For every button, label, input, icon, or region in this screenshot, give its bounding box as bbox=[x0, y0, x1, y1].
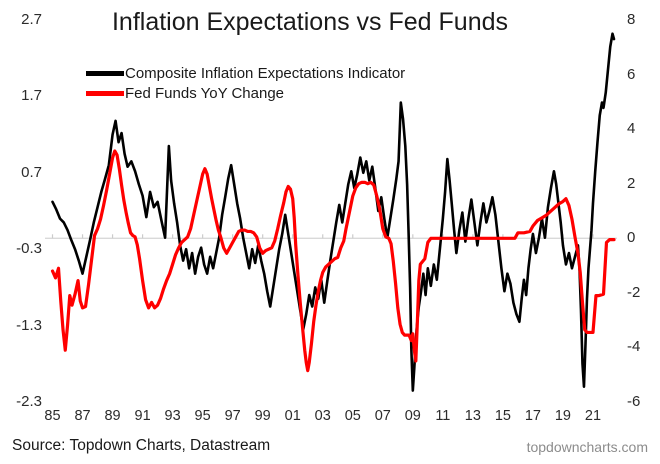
plot-svg bbox=[45, 32, 617, 392]
y-axis-right-tick-label: 6 bbox=[627, 65, 636, 83]
legend-item-composite-inflation: Composite Inflation Expectations Indicat… bbox=[86, 63, 405, 83]
y-axis-right-tick-label: 8 bbox=[627, 11, 636, 28]
watermark: topdowncharts.com bbox=[526, 439, 648, 455]
x-axis-tick-label: 97 bbox=[224, 408, 241, 424]
x-axis-tick-label: 91 bbox=[134, 408, 151, 424]
x-axis-tick-label: 11 bbox=[435, 408, 451, 424]
y-axis-left-tick-label: -1.3 bbox=[16, 316, 42, 334]
x-axis-tick-label: 89 bbox=[104, 408, 121, 424]
series-line-composite-inflation bbox=[51, 32, 616, 392]
chart-legend: Composite Inflation Expectations Indicat… bbox=[86, 63, 405, 103]
y-axis-left-tick-label: -0.3 bbox=[16, 240, 42, 258]
y-axis-right-tick-label: -2 bbox=[627, 283, 641, 301]
y-axis-right-tick-label: -6 bbox=[627, 393, 641, 410]
page-title: Inflation Expectations vs Fed Funds bbox=[111, 8, 509, 36]
x-axis-tick-label: 07 bbox=[374, 408, 391, 424]
x-axis-tick-label: 05 bbox=[344, 408, 361, 424]
x-axis-tick-label: 01 bbox=[284, 408, 301, 424]
x-axis-tick-label: 09 bbox=[404, 408, 421, 424]
y-axis-left-tick-label: 0.7 bbox=[21, 163, 42, 181]
x-axis-tick-label: 21 bbox=[584, 408, 602, 424]
x-axis-tick-label: 03 bbox=[314, 408, 331, 424]
y-axis-left-tick-label: -2.3 bbox=[16, 393, 42, 410]
x-axis-tick-label: 93 bbox=[164, 408, 181, 424]
y-axis-left-tick-label: 2.7 bbox=[21, 11, 42, 28]
x-axis-tick-label: 99 bbox=[254, 408, 271, 424]
y-axis-right-tick-label: 2 bbox=[627, 174, 636, 192]
y-axis-right-tick-label: -4 bbox=[627, 338, 641, 356]
y-axis-right-tick-label: 4 bbox=[627, 120, 636, 138]
legend-swatch-icon-red bbox=[86, 90, 124, 96]
x-axis-tick-label: 95 bbox=[194, 408, 211, 424]
source-note: Source: Topdown Charts, Datastream bbox=[12, 437, 271, 454]
x-axis-tick-label: 15 bbox=[494, 408, 511, 424]
x-axis-tick-label: 13 bbox=[464, 408, 481, 424]
y-axis-right-tick-label: 0 bbox=[627, 229, 636, 247]
series-line-fed-funds bbox=[50, 149, 616, 373]
x-axis-tick-label: 87 bbox=[74, 408, 91, 424]
legend-swatch-icon-black bbox=[86, 70, 124, 76]
x-axis-tick-label: 19 bbox=[554, 408, 571, 424]
legend-item-fed-funds: Fed Funds YoY Change bbox=[86, 83, 405, 103]
legend-label-composite-inflation: Composite Inflation Expectations Indicat… bbox=[125, 64, 406, 82]
x-axis-tick-label: 17 bbox=[524, 408, 541, 424]
x-axis-tick-label: 85 bbox=[44, 408, 61, 424]
legend-label-fed-funds: Fed Funds YoY Change bbox=[125, 84, 285, 102]
plot-area bbox=[45, 20, 617, 402]
y-axis-left-tick-label: 1.7 bbox=[21, 87, 42, 105]
